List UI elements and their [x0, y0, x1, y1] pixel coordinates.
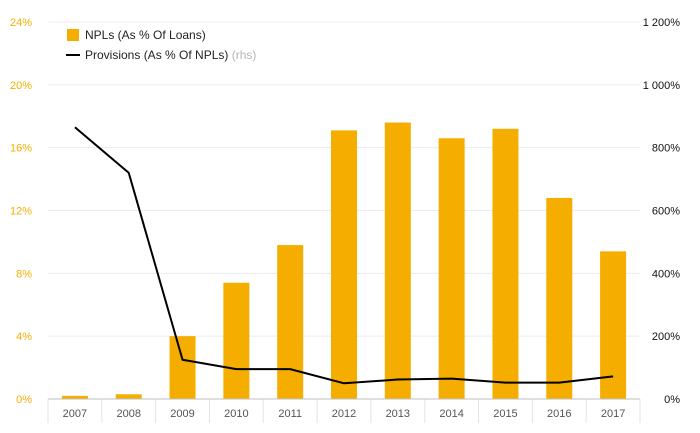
- legend-label-provisions: Provisions (As % Of NPLs) (rhs): [85, 48, 256, 62]
- npl-bar: [61, 395, 88, 399]
- left-tick-label: 4%: [16, 331, 32, 343]
- x-tick-label: 2016: [547, 408, 571, 420]
- right-tick-label: 600%: [652, 206, 680, 218]
- npl-bar: [331, 130, 357, 399]
- left-tick-label: 12%: [10, 206, 32, 218]
- right-tick-label: 0%: [664, 394, 680, 406]
- axes: 0% 4% 8% 12% 16% 20% 24% 0% 200% 400% 600% 800% 1 00…: [10, 17, 680, 420]
- left-tick-label: 20%: [10, 80, 32, 92]
- right-tick-label: 1 200%: [643, 17, 681, 29]
- x-tick-label: 2009: [170, 408, 194, 420]
- npl-bar: [223, 282, 250, 399]
- npl-bar: [277, 245, 304, 399]
- x-tick-label: 2014: [439, 408, 463, 420]
- left-tick-label: 16%: [10, 143, 32, 155]
- provisions-line-group: [74, 126, 614, 385]
- legend-label-provisions-suffix: (rhs): [232, 48, 257, 62]
- x-tick-label: 2015: [493, 408, 517, 420]
- left-tick-label: 0%: [16, 394, 32, 406]
- legend-label-provisions-main: Provisions (As % Of NPLs): [85, 48, 228, 62]
- x-tick-label: 2017: [601, 408, 625, 420]
- x-tick-label: 2011: [278, 408, 302, 420]
- npl-bar: [169, 336, 196, 399]
- right-tick-label: 200%: [652, 331, 680, 343]
- x-tick-label: 2007: [63, 408, 87, 420]
- npl-bar: [546, 197, 573, 399]
- npl-bar: [438, 138, 465, 399]
- npl-bars: [61, 122, 627, 400]
- right-tick-label: 400%: [652, 268, 680, 280]
- npl-bar: [492, 128, 519, 400]
- npl-bar: [115, 394, 142, 399]
- x-tick-label: 2010: [224, 408, 248, 420]
- left-tick-label: 8%: [16, 268, 32, 280]
- x-tick-label: 2013: [386, 408, 410, 420]
- npl-bar: [600, 251, 627, 399]
- x-tick-label: 2008: [116, 408, 140, 420]
- legend: NPLs (As % Of Loans) Provisions (As % Of…: [66, 28, 256, 62]
- legend-swatch-npl: [67, 29, 79, 41]
- legend-label-npl: NPLs (As % Of Loans): [85, 28, 206, 42]
- right-tick-label: 1 000%: [643, 80, 681, 92]
- left-tick-label: 24%: [10, 17, 32, 29]
- npl-bar: [384, 122, 411, 400]
- right-tick-label: 800%: [652, 143, 680, 155]
- x-tick-label: 2012: [332, 408, 356, 420]
